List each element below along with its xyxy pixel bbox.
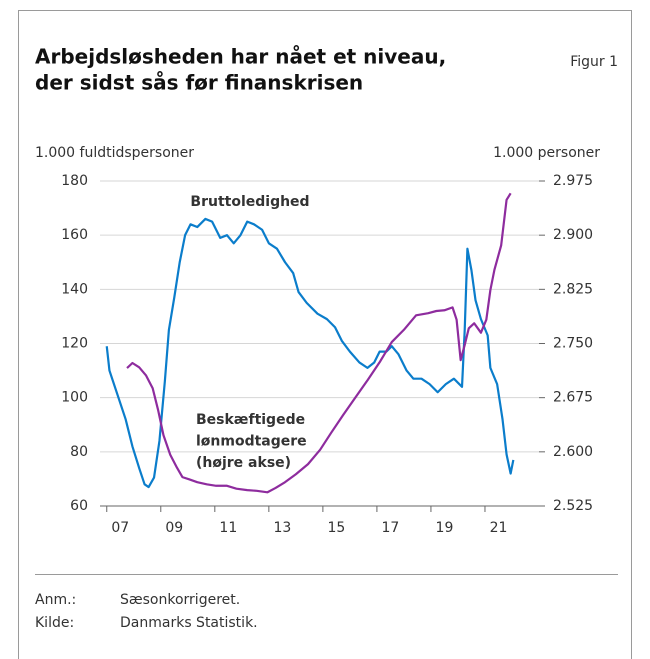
x-tick-label: 11 [219, 520, 237, 536]
y-tick-label: 120 [61, 336, 88, 352]
x-tick-label: 13 [273, 520, 291, 536]
annotation: (højre akse) [196, 455, 291, 471]
y2-tick-label: 2.750 [553, 336, 593, 352]
y2-tick-label: 2.825 [553, 281, 593, 297]
chart-title: Arbejdsløsheden har nået et niveau, [35, 45, 446, 69]
x-tick-label: 07 [111, 520, 129, 536]
note-text: Sæsonkorrigeret. [120, 592, 240, 608]
y2-tick-label: 2.525 [553, 498, 593, 514]
note-label: Anm.: [35, 592, 76, 608]
annotation: lønmodtagere [196, 434, 307, 450]
chart-title: der sidst sås før finanskrisen [35, 71, 363, 95]
note-label: Kilde: [35, 615, 74, 631]
x-tick-label: 17 [382, 520, 400, 536]
x-tick-label: 19 [436, 520, 454, 536]
y2-tick-label: 2.600 [553, 444, 593, 460]
annotation: Beskæftigede [196, 412, 305, 428]
y-axis-label: 1.000 fuldtidspersoner [35, 145, 194, 161]
frame [18, 10, 632, 659]
y-tick-label: 180 [61, 173, 88, 189]
series-line [105, 217, 515, 489]
y-tick-label: 80 [70, 444, 88, 460]
x-tick-label: 09 [165, 520, 183, 536]
y-tick-label: 100 [61, 390, 88, 406]
x-tick-label: 21 [490, 520, 508, 536]
series-line [126, 192, 512, 494]
y-tick-label: 60 [70, 498, 88, 514]
note-text: Danmarks Statistik. [120, 615, 258, 631]
figure-label: Figur 1 [570, 54, 618, 70]
y2-axis-label: 1.000 personer [493, 145, 600, 161]
annotation: Bruttoledighed [190, 194, 309, 210]
y2-tick-label: 2.975 [553, 173, 593, 189]
y2-tick-label: 2.675 [553, 390, 593, 406]
y-tick-label: 160 [61, 227, 88, 243]
x-tick-label: 15 [327, 520, 345, 536]
y2-tick-label: 2.900 [553, 227, 593, 243]
y-tick-label: 140 [61, 281, 88, 297]
